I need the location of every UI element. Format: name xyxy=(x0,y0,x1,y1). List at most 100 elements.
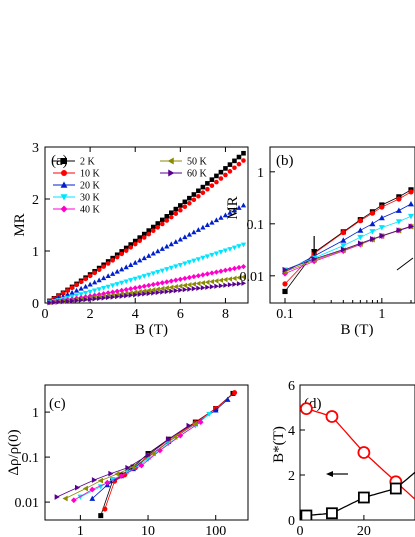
panel-a-point xyxy=(114,252,120,258)
panel-a-point xyxy=(231,275,237,281)
panel-c-point xyxy=(172,434,178,440)
panel-a-point xyxy=(222,276,228,283)
panel-a-point xyxy=(227,169,233,174)
panel-a-point xyxy=(155,225,161,230)
panel-c-point xyxy=(54,494,60,500)
panel-a-point xyxy=(119,287,125,294)
panel-a-point xyxy=(155,286,160,292)
panel-c-point xyxy=(145,452,151,459)
panel-a-point xyxy=(173,284,178,290)
panel-a-point xyxy=(187,195,192,201)
panel-a-point xyxy=(173,264,179,270)
panel-a-point xyxy=(200,255,206,261)
panel-b-point xyxy=(396,227,402,234)
panel-a-legend-marker xyxy=(60,194,68,201)
panel-b-point xyxy=(369,229,376,235)
panel-a-point xyxy=(159,217,165,223)
panel-d-point xyxy=(389,482,402,495)
panel-a-point xyxy=(123,279,129,285)
panel-b-ytick-label: 0.1 xyxy=(247,218,265,233)
panel-a-point xyxy=(92,296,98,302)
panel-d-frame xyxy=(299,384,415,521)
panel-a-point xyxy=(101,264,106,269)
panel-b-point xyxy=(282,270,288,277)
panel-b-ytick-label: 0.01 xyxy=(240,270,265,285)
panel-a-point xyxy=(159,246,165,251)
panel-a-point xyxy=(205,284,211,290)
panel-c-series xyxy=(54,422,192,500)
panel-c-point xyxy=(232,390,238,396)
panel-a-point xyxy=(60,290,66,296)
panel-a-point xyxy=(132,241,138,247)
panel-a-point xyxy=(146,282,152,289)
panel-c-point xyxy=(197,419,204,425)
panel-a-point xyxy=(236,205,242,210)
panel-a-point xyxy=(110,271,116,276)
panel-a-point xyxy=(96,287,102,293)
panel-a-point xyxy=(200,190,206,196)
panel-c-line xyxy=(65,423,196,499)
panel-a-point xyxy=(209,252,215,258)
panel-a-point xyxy=(115,293,120,300)
panel-a-point xyxy=(123,286,129,293)
panel-a-point xyxy=(213,278,219,284)
panel-a-point xyxy=(191,258,197,264)
panel-a-point xyxy=(182,275,188,282)
panel-b-point xyxy=(340,243,347,249)
panel-a-point xyxy=(240,274,246,280)
panel-a-point xyxy=(209,177,215,182)
panel-b-point xyxy=(408,213,414,220)
panel-a-legend-label: 60 K xyxy=(187,169,208,180)
panel-a-point xyxy=(119,266,125,272)
panel-a-point xyxy=(236,264,242,271)
panel-a-legend-label: 50 K xyxy=(187,157,208,168)
panel-a-point xyxy=(74,297,80,304)
panel-a-point xyxy=(101,295,107,301)
panel-c-point xyxy=(212,407,219,413)
panel-a-point xyxy=(132,238,138,244)
panel-a-point xyxy=(51,299,57,306)
panel-b-point xyxy=(379,232,385,239)
panel-c-point xyxy=(114,471,120,477)
panel-a-point xyxy=(218,214,224,220)
panel-c-series xyxy=(70,419,204,504)
panel-a-point xyxy=(119,293,125,299)
panel-a-point xyxy=(141,288,147,294)
panel-b-point xyxy=(340,237,347,243)
panel-a-point xyxy=(69,289,75,295)
panel-b-point xyxy=(282,281,288,287)
panel-c-point xyxy=(97,477,104,484)
panel-c-point xyxy=(89,495,96,501)
panel-a-point xyxy=(73,287,80,293)
panel-a-point xyxy=(91,288,98,294)
panel-d-xtick-label: 20 xyxy=(357,524,371,537)
panel-a-point xyxy=(236,154,242,160)
panel-a-point xyxy=(87,289,93,295)
panel-b-point xyxy=(370,236,376,243)
panel-d-ytick-label: 6 xyxy=(288,379,295,394)
panel-a-point xyxy=(186,282,192,288)
panel-c-point xyxy=(157,447,163,454)
panel-a-point xyxy=(74,282,79,288)
panel-b-plot xyxy=(282,187,414,295)
panel-c-point xyxy=(104,479,111,486)
panel-a-point xyxy=(124,293,129,299)
panel-a-point xyxy=(137,288,142,295)
panel-b-point xyxy=(378,214,385,221)
panel-a-point xyxy=(164,267,170,272)
panel-a-point xyxy=(209,219,215,225)
panel-a-legend-label: 10 K xyxy=(80,169,101,180)
panel-a-point xyxy=(150,287,156,293)
panel-a-xtick-label: 8 xyxy=(222,307,229,322)
panel-a-point xyxy=(173,211,179,216)
panel-b-line xyxy=(284,226,412,271)
panel-a-point xyxy=(87,296,93,302)
panel-a-point xyxy=(232,165,237,171)
panel-a-point xyxy=(65,288,70,293)
panel-a-point xyxy=(142,291,147,297)
panel-c-point xyxy=(91,477,98,483)
panel-a-point xyxy=(141,255,147,261)
panel-a-point xyxy=(168,265,174,271)
panel-a-point xyxy=(218,283,224,289)
